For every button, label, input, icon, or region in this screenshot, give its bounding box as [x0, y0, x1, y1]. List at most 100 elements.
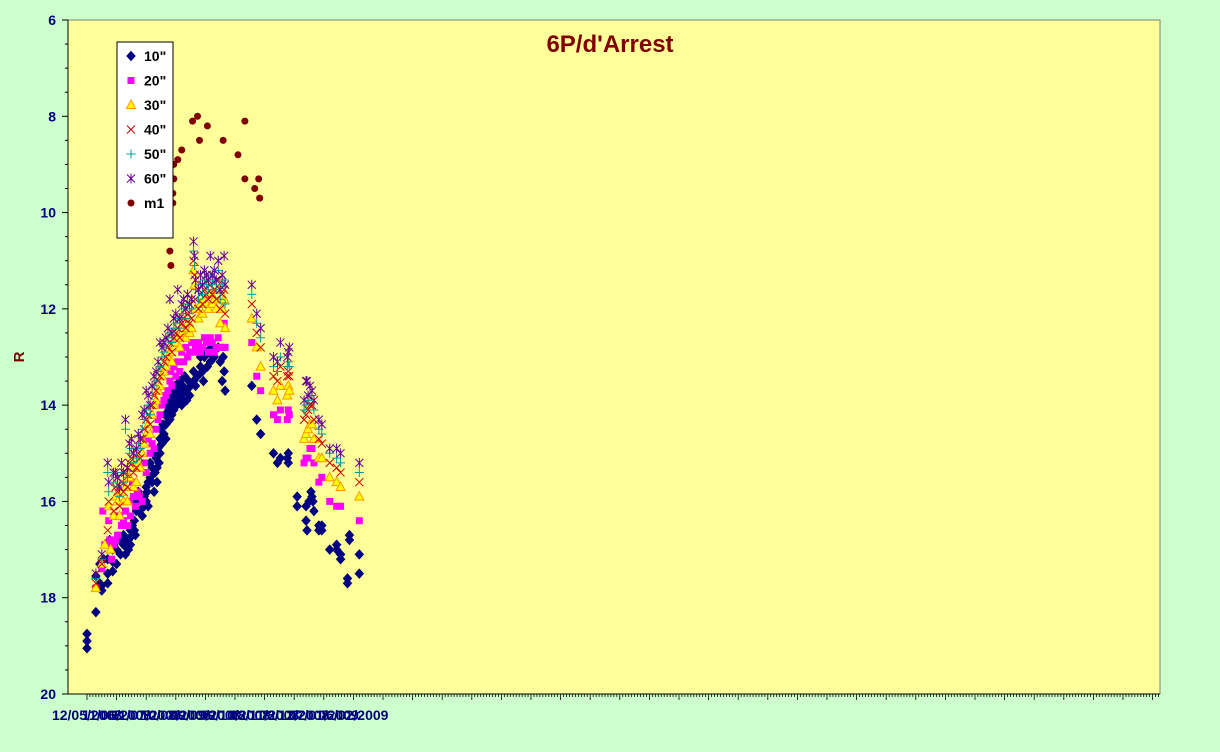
data-point — [198, 279, 207, 290]
data-point — [103, 457, 113, 468]
data-point — [253, 372, 261, 380]
data-point — [272, 366, 282, 376]
data-point — [174, 358, 182, 366]
data-marks — [82, 112, 365, 654]
data-point — [140, 459, 148, 467]
data-point — [123, 462, 132, 473]
data-point — [104, 487, 114, 497]
data-point — [135, 433, 145, 444]
data-point — [214, 334, 222, 342]
legend: 10" 20" 30" 40" 50" 60" m1 — [116, 41, 174, 239]
data-point — [184, 326, 195, 337]
data-point — [234, 151, 242, 159]
data-point — [307, 400, 317, 410]
data-point — [183, 289, 192, 300]
data-point — [310, 459, 318, 467]
data-point — [152, 425, 160, 433]
data-point — [137, 434, 147, 444]
x-tick-label: 12/05/2008 — [52, 707, 122, 723]
data-point — [97, 549, 107, 560]
data-point — [104, 497, 114, 506]
data-point — [273, 356, 282, 367]
data-point — [186, 322, 197, 333]
data-point — [129, 493, 137, 501]
legend-box — [116, 41, 174, 239]
data-point — [205, 250, 215, 261]
data-point — [217, 270, 227, 281]
data-point — [355, 517, 363, 525]
data-point — [113, 472, 122, 483]
data-point — [188, 339, 196, 347]
data-point — [99, 507, 107, 515]
x-tick-label: 11/06/2008 — [82, 707, 152, 723]
data-point — [181, 313, 191, 323]
x-tick-label: 10/08/2008 — [141, 707, 211, 723]
data-point — [145, 420, 155, 429]
data-point — [204, 294, 213, 304]
data-point — [317, 439, 327, 449]
data-point — [180, 331, 191, 342]
data-point — [170, 336, 182, 347]
data-point — [308, 496, 318, 507]
data-point — [154, 379, 166, 390]
data-point — [208, 339, 216, 347]
data-point — [217, 290, 227, 299]
data-point — [184, 353, 192, 361]
data-point — [292, 500, 302, 512]
data-point — [109, 506, 118, 516]
data-point — [299, 415, 309, 424]
x-tick-label: 11/07/2008 — [112, 707, 182, 723]
data-point — [308, 444, 316, 452]
data-point — [354, 477, 364, 487]
data-point — [255, 428, 266, 440]
x-tick-label: 07/01/2009 — [289, 707, 359, 723]
data-point — [269, 371, 278, 381]
data-point — [174, 341, 186, 352]
data-point — [273, 416, 281, 424]
data-point — [203, 122, 211, 130]
data-point — [126, 512, 134, 520]
data-point — [102, 577, 113, 589]
data-point — [91, 578, 101, 588]
data-point — [209, 265, 219, 276]
chart-title: 6P/d'Arrest — [546, 31, 673, 58]
data-point — [182, 343, 190, 351]
data-point — [108, 555, 116, 563]
data-point — [131, 443, 141, 454]
data-point — [168, 382, 176, 390]
data-point — [251, 185, 259, 192]
data-point — [308, 432, 320, 443]
data-point — [252, 328, 262, 338]
data-point — [221, 343, 229, 351]
data-point — [166, 377, 174, 385]
data-point — [123, 482, 132, 492]
data-point — [269, 411, 277, 419]
data-point — [167, 262, 175, 270]
data-point — [178, 348, 186, 356]
data-point — [175, 333, 185, 343]
data-point — [342, 577, 353, 589]
y-tick-label: 6 — [48, 12, 56, 28]
legend-label: 50" — [144, 146, 166, 162]
data-point — [147, 380, 157, 391]
data-point — [204, 348, 212, 356]
data-point — [135, 493, 143, 501]
data-point — [119, 467, 128, 478]
data-point — [255, 175, 263, 183]
data-point — [316, 524, 327, 536]
data-point — [82, 642, 92, 654]
data-point — [211, 285, 221, 295]
data-point — [268, 362, 278, 372]
data-point — [256, 343, 266, 352]
x-tick-label: 09/10/2008 — [200, 707, 270, 723]
data-point — [193, 312, 204, 323]
data-point — [91, 606, 101, 618]
data-point — [163, 323, 173, 334]
data-point — [194, 112, 202, 120]
data-point — [91, 568, 101, 579]
data-point — [220, 299, 230, 309]
data-point — [165, 294, 175, 305]
data-point — [163, 333, 173, 343]
data-point — [299, 405, 309, 415]
